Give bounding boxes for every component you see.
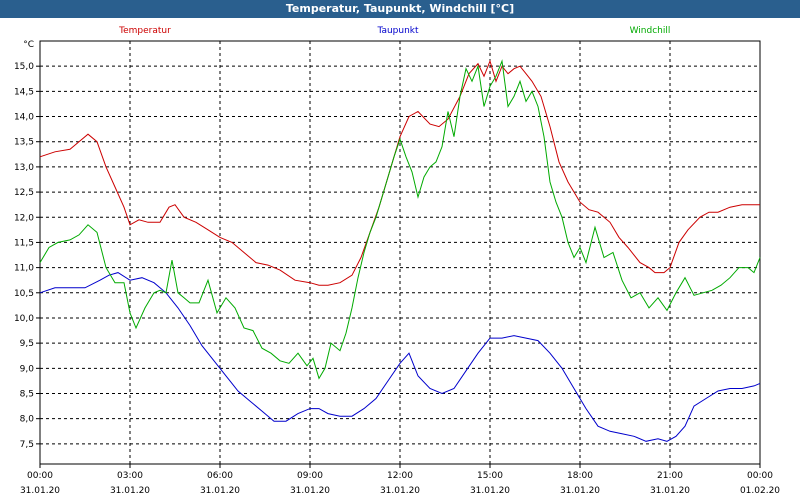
x-tick-time: 06:00	[207, 471, 233, 481]
x-tick-date: 31.01.20	[200, 486, 240, 496]
y-tick-label: 10,5	[14, 289, 34, 299]
x-tick-time: 18:00	[567, 471, 593, 481]
y-tick-label: 15,0	[14, 62, 34, 72]
y-tick-label: 8,5	[20, 390, 34, 400]
y-tick-label: 9,0	[20, 364, 35, 374]
y-tick-label: 13,5	[14, 138, 34, 148]
x-tick-time: 09:00	[297, 471, 323, 481]
x-tick-date: 31.01.20	[380, 486, 420, 496]
legend-item-temperatur: Temperatur	[118, 26, 171, 36]
y-tick-label: 12,0	[14, 213, 34, 223]
y-tick-label: 12,5	[14, 188, 34, 198]
series-line-taupunkt	[39, 272, 761, 442]
series-line-windchill	[39, 59, 761, 380]
grid	[40, 41, 760, 464]
x-tick-date: 31.01.20	[470, 486, 510, 496]
legend-item-windchill: Windchill	[630, 26, 671, 36]
y-axis-label: °C	[23, 40, 34, 50]
y-tick-label: 14,5	[14, 87, 34, 97]
legend-item-taupunkt: Taupunkt	[376, 26, 419, 36]
x-tick-time: 21:00	[657, 471, 683, 481]
y-tick-label: 13,0	[14, 163, 34, 173]
x-tick-time: 12:00	[387, 471, 413, 481]
y-tick-label: 8,0	[20, 415, 35, 425]
chart-title: Temperatur, Taupunkt, Windchill [°C]	[0, 0, 800, 18]
y-tick-label: 14,0	[14, 113, 34, 123]
series-lines	[39, 59, 761, 442]
y-tick-label: 11,5	[14, 238, 34, 248]
axes: 7,5 8,0 8,5 9,0 9,5 10,0 10,5 11,0 11,5 12,0 12,5 1…	[14, 40, 780, 496]
x-tick-time: 00:00	[27, 471, 53, 481]
x-tick-time: 03:00	[117, 471, 143, 481]
x-tick-date: 31.01.20	[650, 486, 690, 496]
x-tick-date: 31.01.20	[560, 486, 600, 496]
x-tick-time: 15:00	[477, 471, 503, 481]
series-line-temperatur	[39, 59, 760, 286]
x-tick-date: 31.01.20	[290, 486, 330, 496]
x-tick-date: 31.01.20	[20, 486, 60, 496]
y-tick-label: 11,0	[14, 264, 34, 274]
legend: Temperatur Taupunkt Windchill	[118, 26, 670, 36]
y-tick-label: 7,5	[20, 440, 34, 450]
y-tick-label: 9,5	[20, 339, 34, 349]
x-tick-time: 00:00	[747, 471, 773, 481]
x-tick-date: 31.01.20	[110, 486, 150, 496]
x-tick-date: 01.02.20	[740, 486, 780, 496]
y-tick-label: 10,0	[14, 314, 34, 324]
